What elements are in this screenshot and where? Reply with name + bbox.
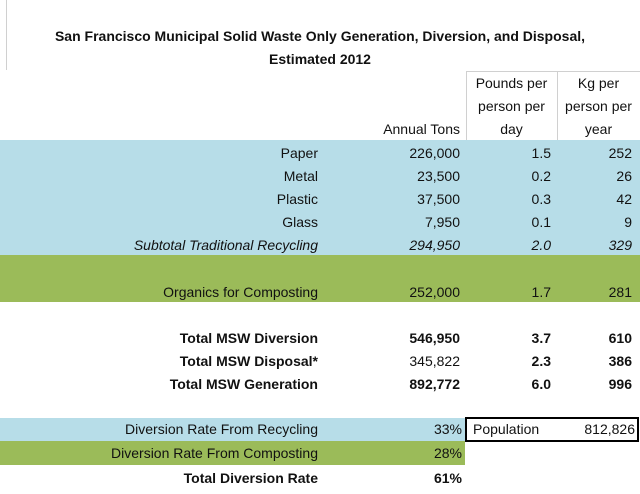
pounds-per-day: 2.3 <box>531 353 551 369</box>
table-row-metal: Metal 23,500 0.2 26 <box>0 165 640 188</box>
rate-row-composting: Diversion Rate From Composting 28% <box>0 442 640 465</box>
table-row-plastic: Plastic 37,500 0.3 42 <box>0 188 640 211</box>
header-kg-line: Kg per <box>577 75 620 91</box>
population-value: 812,826 <box>584 421 635 437</box>
kg-per-year: 329 <box>608 237 632 253</box>
row-label: Subtotal Traditional Recycling <box>133 237 318 253</box>
row-label: Organics for Composting <box>163 284 318 300</box>
annual-tons: 37,500 <box>417 191 460 207</box>
kg-per-year: 386 <box>608 353 632 369</box>
kg-per-year: 9 <box>624 214 632 230</box>
header-kg: Kg per person per year <box>557 72 640 141</box>
table-row-glass: Glass 7,950 0.1 9 <box>0 211 640 234</box>
header-gridline <box>557 71 558 140</box>
recycling-band <box>0 140 640 255</box>
header-kg-line: person per <box>565 98 632 114</box>
header-pounds-line: day <box>500 121 523 137</box>
kg-per-year: 252 <box>608 145 632 161</box>
row-label: Total MSW Diversion <box>179 330 318 346</box>
pounds-per-day: 0.2 <box>531 168 551 184</box>
header-pounds: Pounds per person per day <box>466 72 557 141</box>
table-row-total-diversion: Total MSW Diversion 546,950 3.7 610 <box>0 327 640 350</box>
annual-tons: 23,500 <box>417 168 460 184</box>
row-label: Total MSW Disposal* <box>179 353 318 369</box>
rate-value: 28% <box>433 445 462 461</box>
header-gridline <box>466 71 467 140</box>
title-line-1: San Francisco Municipal Solid Waste Only… <box>54 28 586 44</box>
kg-per-year: 996 <box>608 376 632 392</box>
pounds-per-day: 6.0 <box>531 376 551 392</box>
table-row-organics: Organics for Composting 252,000 1.7 281 <box>0 281 640 304</box>
population-box: Population 812,826 <box>465 417 639 442</box>
pounds-per-day: 0.3 <box>531 191 551 207</box>
annual-tons: 546,950 <box>409 330 460 346</box>
kg-per-year: 610 <box>608 330 632 346</box>
header-pounds-line: Pounds per <box>475 75 548 91</box>
rate-value: 61% <box>433 470 462 486</box>
row-label: Paper <box>280 145 318 161</box>
annual-tons: 892,772 <box>409 376 460 392</box>
header-kg-line: year <box>584 121 613 137</box>
kg-per-year: 42 <box>616 191 632 207</box>
row-label: Total MSW Generation <box>169 376 318 392</box>
header-pounds-line: person per <box>478 98 545 114</box>
title-line-2: Estimated 2012 <box>269 51 371 67</box>
annual-tons: 294,950 <box>409 237 460 253</box>
pounds-per-day: 0.1 <box>531 214 551 230</box>
row-label: Glass <box>282 214 318 230</box>
annual-tons: 252,000 <box>409 284 460 300</box>
composting-rate-band <box>0 441 465 465</box>
composting-band <box>0 255 640 302</box>
pounds-per-day: 1.7 <box>531 284 551 300</box>
table-row-total-generation: Total MSW Generation 892,772 6.0 996 <box>0 373 640 396</box>
header-gridline <box>466 71 640 72</box>
table-row-total-disposal: Total MSW Disposal* 345,822 2.3 386 <box>0 350 640 373</box>
recycling-rate-band <box>0 418 465 441</box>
population-label: Population <box>473 421 540 437</box>
row-label: Plastic <box>276 191 318 207</box>
pounds-per-day: 2.0 <box>531 237 551 253</box>
row-label: Diversion Rate From Composting <box>111 445 318 461</box>
row-label: Total Diversion Rate <box>183 470 318 486</box>
rate-value: 33% <box>433 421 462 437</box>
pounds-per-day: 1.5 <box>531 145 551 161</box>
annual-tons: 345,822 <box>409 353 460 369</box>
table-row-paper: Paper 226,000 1.5 252 <box>0 142 640 165</box>
rate-row-total: Total Diversion Rate 61% <box>0 467 640 490</box>
pounds-per-day: 3.7 <box>531 330 551 346</box>
rate-row-recycling: Diversion Rate From Recycling 33% <box>0 418 640 441</box>
annual-tons: 7,950 <box>424 214 460 230</box>
kg-per-year: 281 <box>608 284 632 300</box>
row-label: Metal <box>283 168 318 184</box>
header-annual-tons: Annual Tons <box>383 121 460 137</box>
table-row-subtotal: Subtotal Traditional Recycling 294,950 2… <box>0 234 640 257</box>
row-label: Diversion Rate From Recycling <box>125 421 318 437</box>
kg-per-year: 26 <box>616 168 632 184</box>
annual-tons: 226,000 <box>409 145 460 161</box>
header-gridline <box>6 0 7 70</box>
